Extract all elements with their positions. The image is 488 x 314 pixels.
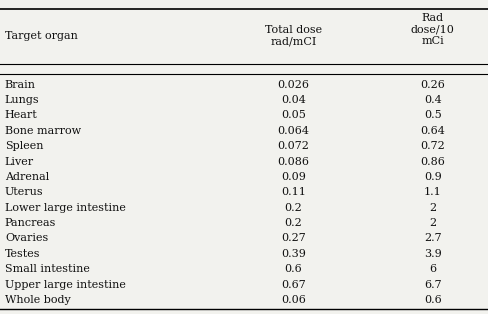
- Text: Adrenal: Adrenal: [5, 172, 49, 182]
- Text: 0.072: 0.072: [277, 141, 309, 151]
- Text: Target organ: Target organ: [5, 31, 78, 41]
- Text: Lungs: Lungs: [5, 95, 40, 105]
- Text: Ovaries: Ovaries: [5, 234, 48, 243]
- Text: 0.6: 0.6: [423, 295, 441, 305]
- Text: 6: 6: [428, 264, 435, 274]
- Text: Whole body: Whole body: [5, 295, 70, 305]
- Text: Brain: Brain: [5, 80, 36, 89]
- Text: 2: 2: [428, 218, 435, 228]
- Text: Heart: Heart: [5, 111, 38, 120]
- Text: Liver: Liver: [5, 157, 34, 166]
- Text: Spleen: Spleen: [5, 141, 43, 151]
- Text: Uterus: Uterus: [5, 187, 43, 197]
- Text: 2: 2: [428, 203, 435, 213]
- Text: 0.9: 0.9: [423, 172, 441, 182]
- Text: 0.06: 0.06: [281, 295, 305, 305]
- Text: 0.67: 0.67: [281, 280, 305, 290]
- Text: 0.86: 0.86: [420, 157, 444, 166]
- Text: 0.086: 0.086: [277, 157, 309, 166]
- Text: Bone marrow: Bone marrow: [5, 126, 81, 136]
- Text: 0.064: 0.064: [277, 126, 309, 136]
- Text: Lower large intestine: Lower large intestine: [5, 203, 125, 213]
- Text: Pancreas: Pancreas: [5, 218, 56, 228]
- Text: 0.64: 0.64: [420, 126, 444, 136]
- Text: 0.4: 0.4: [423, 95, 441, 105]
- Text: 0.11: 0.11: [281, 187, 305, 197]
- Text: 0.26: 0.26: [420, 80, 444, 89]
- Text: 0.5: 0.5: [423, 111, 441, 120]
- Text: 0.04: 0.04: [281, 95, 305, 105]
- Text: 1.1: 1.1: [423, 187, 441, 197]
- Text: 0.2: 0.2: [284, 203, 302, 213]
- Text: 2.7: 2.7: [423, 234, 441, 243]
- Text: 0.27: 0.27: [281, 234, 305, 243]
- Text: Rad
dose/10
mCi: Rad dose/10 mCi: [410, 13, 454, 46]
- Text: Small intestine: Small intestine: [5, 264, 90, 274]
- Text: 0.72: 0.72: [420, 141, 444, 151]
- Text: 0.2: 0.2: [284, 218, 302, 228]
- Text: 0.6: 0.6: [284, 264, 302, 274]
- Text: 0.026: 0.026: [277, 80, 309, 89]
- Text: 0.05: 0.05: [281, 111, 305, 120]
- Text: 0.09: 0.09: [281, 172, 305, 182]
- Text: Testes: Testes: [5, 249, 41, 259]
- Text: Upper large intestine: Upper large intestine: [5, 280, 125, 290]
- Text: 6.7: 6.7: [423, 280, 441, 290]
- Text: 0.39: 0.39: [281, 249, 305, 259]
- Text: 3.9: 3.9: [423, 249, 441, 259]
- Text: Total dose
rad/mCI: Total dose rad/mCI: [264, 25, 321, 47]
